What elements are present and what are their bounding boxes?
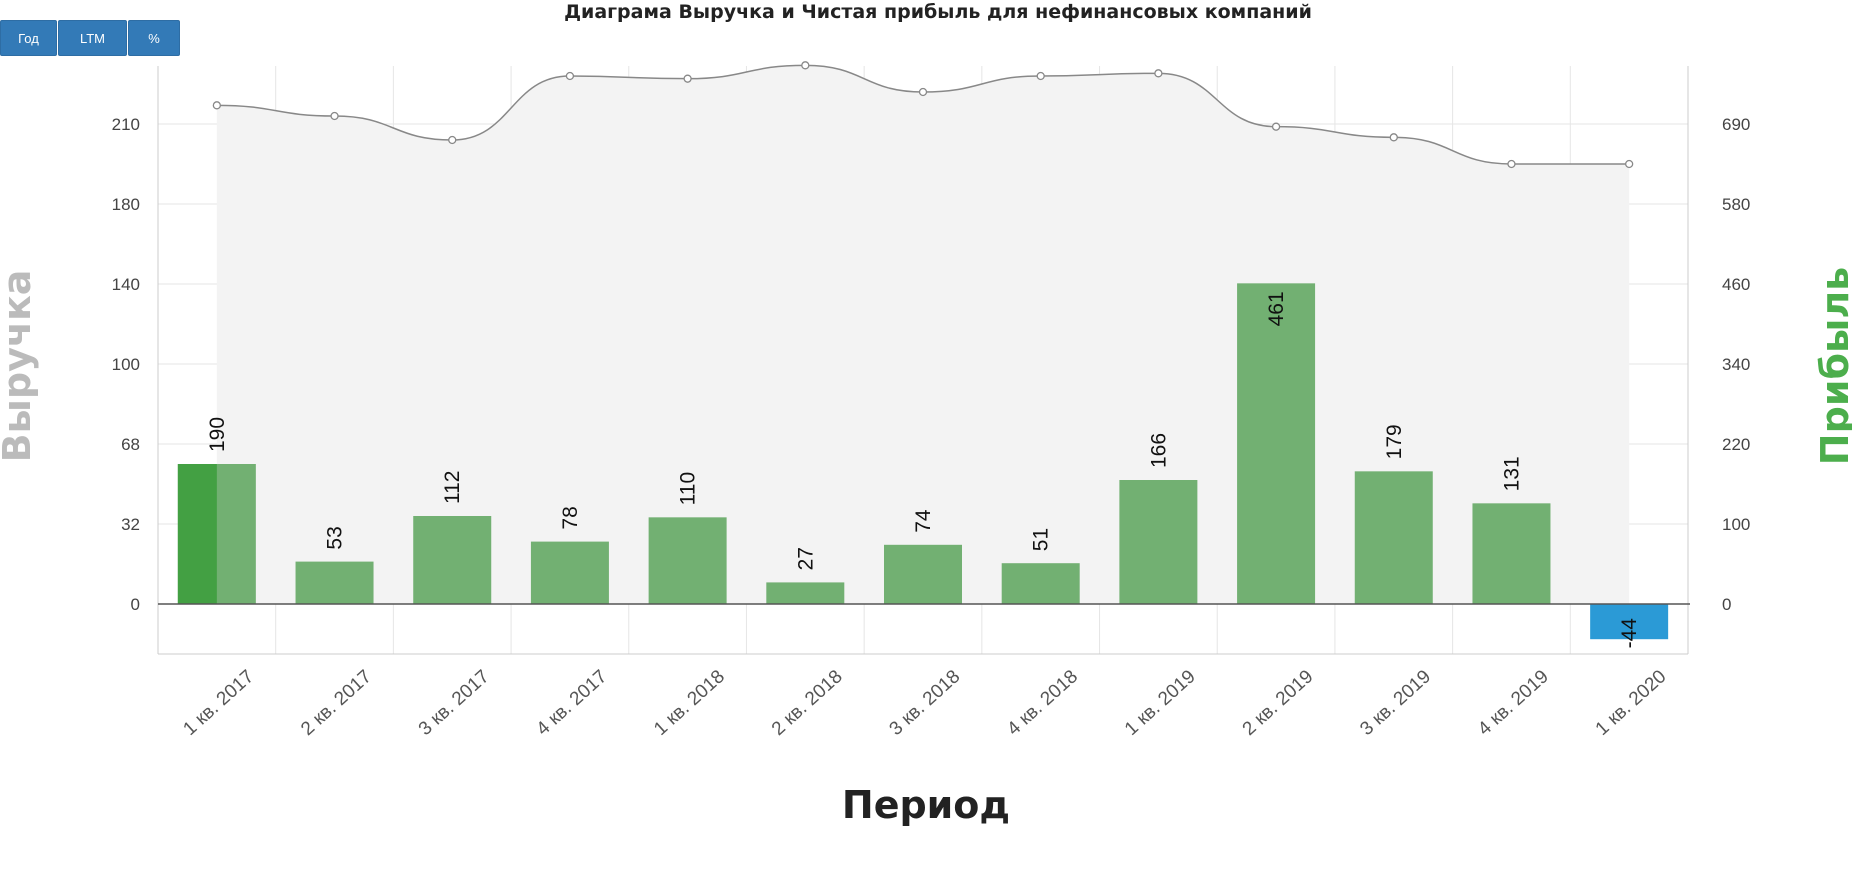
profit-bars — [177, 283, 1669, 640]
year-button[interactable]: Год — [0, 20, 57, 56]
bar-data-label: 74 — [912, 509, 935, 533]
x-tick-label: 1 кв. 2017 — [179, 666, 258, 740]
revenue-point — [1036, 71, 1045, 81]
revenue-point — [801, 61, 810, 70]
profit-bar — [1590, 604, 1669, 640]
revenue-point — [1271, 122, 1281, 131]
x-tick-label: 2 кв. 2017 — [297, 666, 376, 740]
revenue-point — [330, 111, 339, 121]
data-labels: 190 53 112 78 110 27 74 51 166 461 179 131 -44 — [206, 291, 1641, 648]
y-axis-right-title: Прибыль — [1813, 267, 1852, 465]
bar-data-label: 27 — [794, 547, 817, 570]
bar-data-label: 461 — [1265, 291, 1288, 326]
axes — [157, 66, 1690, 655]
revenue-point — [1389, 133, 1398, 142]
revenue-point — [448, 135, 457, 145]
y-axis-left-title: Выручка — [0, 270, 39, 463]
y-tick-left: 140 — [112, 275, 140, 294]
profit-bar — [1472, 503, 1551, 604]
x-tick-label: 3 кв. 2019 — [1356, 666, 1435, 740]
y-tick-right: 100 — [1722, 515, 1750, 534]
profit-bar — [766, 582, 845, 604]
revenue-point — [1507, 159, 1516, 169]
revenue-line — [212, 61, 1634, 169]
bar-data-label: 166 — [1147, 433, 1170, 468]
x-tick-label: 2 кв. 2019 — [1239, 666, 1318, 740]
x-tick-label: 1 кв. 2020 — [1592, 666, 1671, 740]
y-tick-right: 690 — [1722, 115, 1750, 134]
revenue-point — [565, 71, 575, 81]
y-tick-left: 210 — [112, 115, 140, 134]
bar-data-label: 179 — [1383, 424, 1406, 459]
profit-bar — [530, 541, 609, 604]
revenue-point — [1154, 69, 1163, 78]
profit-bar — [1119, 480, 1198, 604]
chart-title: Диаграма Выручка и Чистая прибыль для не… — [564, 1, 1312, 23]
profit-bar — [295, 561, 374, 604]
x-tick-label: 4 кв. 2019 — [1474, 666, 1553, 740]
y-tick-left: 100 — [112, 355, 140, 374]
revenue-point — [683, 74, 692, 83]
x-tick-label: 4 кв. 2018 — [1003, 666, 1082, 740]
y-tick-right: 340 — [1722, 355, 1750, 374]
x-tick-label: 1 кв. 2019 — [1121, 666, 1200, 740]
bar-data-label: 53 — [324, 526, 347, 549]
y-tick-right: 460 — [1722, 275, 1750, 294]
profit-bar-highlight — [177, 464, 217, 604]
ltm-button[interactable]: LTM — [58, 20, 127, 56]
bar-data-label: 51 — [1030, 528, 1053, 551]
y-tick-left: 180 — [112, 195, 140, 214]
profit-bar — [884, 544, 962, 604]
y-tick-left: 32 — [121, 515, 140, 534]
x-axis-title: Период — [842, 783, 1010, 827]
profit-bar — [648, 517, 727, 604]
revenue-point — [212, 101, 221, 110]
bar-data-label: -44 — [1618, 618, 1641, 649]
bar-data-label: 131 — [1500, 456, 1523, 491]
x-tick-label: 4 кв. 2017 — [533, 666, 612, 740]
percent-button[interactable]: % — [128, 20, 180, 56]
y-tick-right: 580 — [1722, 195, 1750, 214]
y-tick-left: 68 — [121, 435, 140, 454]
y-tick-right: 220 — [1722, 435, 1750, 454]
x-tick-label: 3 кв. 2017 — [415, 666, 494, 740]
profit-bar — [1354, 471, 1433, 604]
revenue-point — [1625, 159, 1634, 169]
bar-data-label: 110 — [677, 472, 700, 505]
profit-bar — [1001, 563, 1080, 604]
x-tick-label: 2 кв. 2018 — [768, 666, 847, 740]
y-tick-right: 0 — [1722, 595, 1731, 614]
y-tick-left: 0 — [131, 595, 140, 614]
profit-bar — [413, 516, 492, 604]
bar-data-label: 190 — [206, 417, 229, 452]
revenue-point — [918, 87, 928, 97]
x-tick-label: 3 кв. 2018 — [886, 666, 965, 740]
bar-data-label: 112 — [441, 471, 464, 504]
x-tick-label: 1 кв. 2018 — [650, 666, 729, 740]
period-toolbar: Год LTM % — [0, 20, 180, 56]
bar-data-label: 78 — [559, 506, 582, 529]
profit-bar — [1237, 283, 1316, 604]
